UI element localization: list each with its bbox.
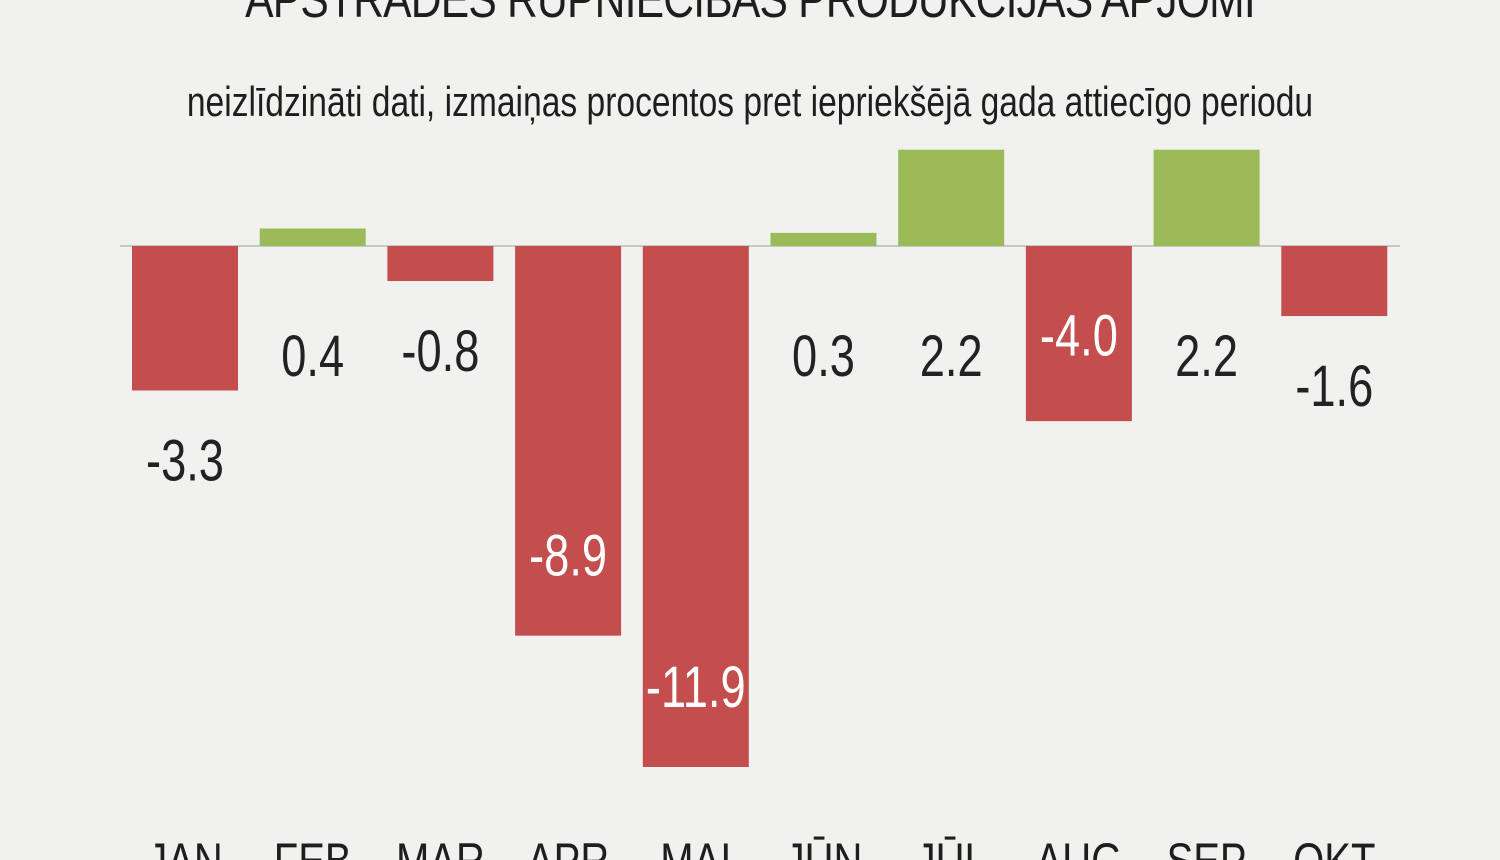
- value-label: -0.8: [401, 320, 479, 385]
- category-label: MAR: [396, 833, 485, 860]
- chart-title: APSTRĀDES RŪPNIECĪBAS PRODUKCIJAS APJOMI: [245, 0, 1256, 29]
- value-label: 0.4: [281, 325, 344, 390]
- bar-feb: [259, 228, 366, 246]
- bar-okt: [1281, 246, 1388, 317]
- category-label: FEB: [274, 833, 352, 860]
- value-label: 2.2: [920, 325, 983, 390]
- category-label: OKT: [1293, 833, 1375, 860]
- category-label: APR: [527, 833, 609, 860]
- bar-apr: [515, 246, 622, 636]
- bar-mar: [387, 246, 494, 282]
- category-label: SEP: [1167, 833, 1247, 860]
- category-label: MAI: [660, 833, 731, 860]
- category-label: JŪN: [785, 833, 863, 860]
- value-label: 2.2: [1175, 325, 1238, 390]
- category-label: JŪL: [916, 833, 987, 860]
- value-label: 0.3: [792, 325, 855, 390]
- value-label: -3.3: [146, 429, 224, 494]
- category-label: JAN: [147, 833, 223, 860]
- category-label: AUG: [1036, 833, 1123, 860]
- bar-jan: [132, 246, 238, 391]
- value-label: -4.0: [1040, 304, 1118, 369]
- chart-subtitle: neizlīdzināti dati, izmaiņas procentos p…: [186, 78, 1314, 125]
- bar-jūn: [770, 232, 877, 246]
- bar-mai: [642, 246, 749, 767]
- value-label: -8.9: [529, 524, 607, 589]
- bar-aug: [1025, 246, 1132, 422]
- bar-jūl: [898, 149, 1005, 246]
- bar-sep: [1153, 149, 1260, 246]
- value-label: -11.9: [646, 656, 746, 721]
- value-label: -1.6: [1295, 355, 1373, 420]
